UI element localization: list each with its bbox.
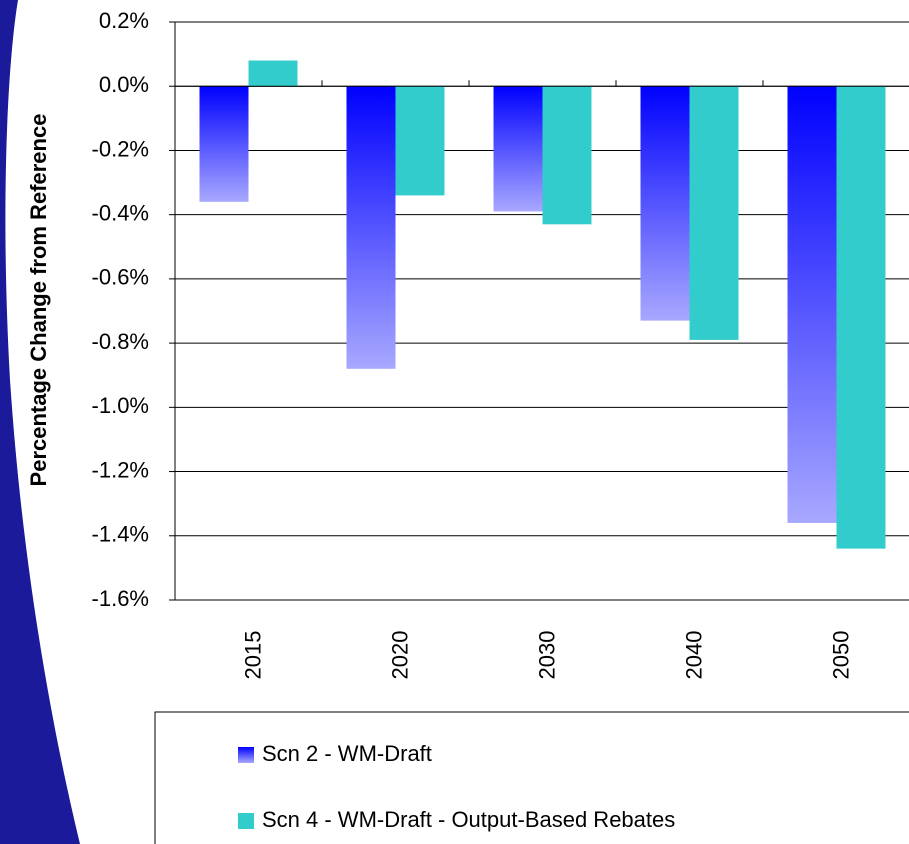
legend-swatch [238, 813, 254, 829]
x-tick-label: 2030 [534, 631, 559, 680]
y-tick-label: -1.2% [92, 457, 149, 482]
bar [542, 86, 592, 225]
decoration-swoosh [0, 0, 80, 844]
bar [787, 86, 837, 523]
x-tick-label: 2040 [681, 631, 706, 680]
y-tick-label: -1.0% [92, 393, 149, 418]
x-tick-label: 2015 [240, 631, 265, 680]
y-tick-label: 0.2% [99, 8, 149, 33]
y-tick-label: -0.4% [92, 200, 149, 225]
bar [640, 86, 690, 321]
y-tick-label: -0.8% [92, 329, 149, 354]
y-tick-label: -0.2% [92, 136, 149, 161]
bar [395, 86, 445, 196]
bar [689, 86, 739, 340]
y-tick-label: 0.0% [99, 72, 149, 97]
legend-label: Scn 2 - WM-Draft [262, 741, 432, 766]
x-tick-label: 2020 [387, 631, 412, 680]
x-tick-label: 2050 [828, 631, 853, 680]
legend-swatch [238, 747, 254, 763]
legend-box [154, 711, 909, 844]
bar [493, 86, 543, 212]
legend-label: Scn 4 - WM-Draft - Output-Based Rebates [262, 807, 675, 832]
bar [346, 86, 396, 369]
y-tick-label: -1.6% [92, 586, 149, 611]
bar [836, 86, 886, 549]
bar [248, 60, 298, 87]
bar [199, 86, 249, 202]
y-tick-label: -0.6% [92, 265, 149, 290]
y-axis-label: Percentage Change from Reference [26, 114, 51, 487]
y-tick-label: -1.4% [92, 522, 149, 547]
